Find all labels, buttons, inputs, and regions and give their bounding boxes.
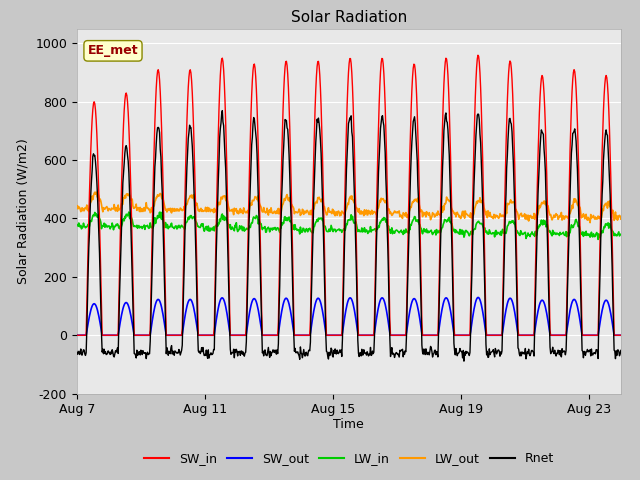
Title: Solar Radiation: Solar Radiation (291, 10, 407, 25)
Y-axis label: Solar Radiation (W/m2): Solar Radiation (W/m2) (17, 138, 29, 284)
X-axis label: Time: Time (333, 418, 364, 431)
Legend: SW_in, SW_out, LW_in, LW_out, Rnet: SW_in, SW_out, LW_in, LW_out, Rnet (139, 447, 559, 470)
Text: EE_met: EE_met (88, 44, 138, 57)
